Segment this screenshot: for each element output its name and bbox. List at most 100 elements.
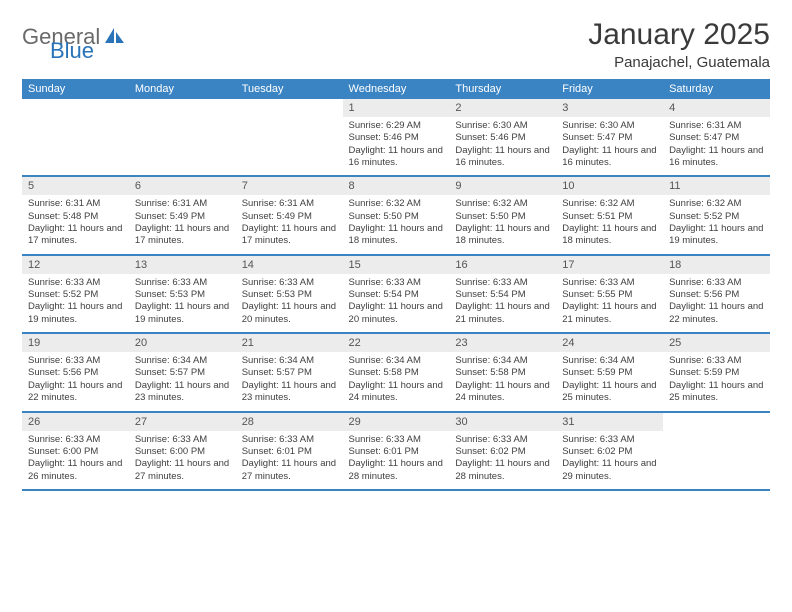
day-number: 15	[343, 256, 450, 274]
daylight-text: Daylight: 11 hours and 28 minutes.	[455, 458, 550, 483]
logo-blue-row: General Blue	[22, 38, 100, 70]
day-body: Sunrise: 6:34 AMSunset: 5:57 PMDaylight:…	[236, 352, 343, 410]
sunrise-text: Sunrise: 6:33 AM	[455, 277, 550, 289]
day-body	[22, 105, 129, 157]
day-cell: 24Sunrise: 6:34 AMSunset: 5:59 PMDayligh…	[556, 333, 663, 411]
day-cell: 4Sunrise: 6:31 AMSunset: 5:47 PMDaylight…	[663, 99, 770, 176]
sunset-text: Sunset: 5:53 PM	[242, 289, 337, 301]
day-cell: 9Sunrise: 6:32 AMSunset: 5:50 PMDaylight…	[449, 176, 556, 254]
sunrise-text: Sunrise: 6:34 AM	[242, 355, 337, 367]
sunrise-text: Sunrise: 6:33 AM	[135, 277, 230, 289]
day-body: Sunrise: 6:31 AMSunset: 5:48 PMDaylight:…	[22, 195, 129, 253]
day-cell: 11Sunrise: 6:32 AMSunset: 5:52 PMDayligh…	[663, 176, 770, 254]
week-row: 1Sunrise: 6:29 AMSunset: 5:46 PMDaylight…	[22, 99, 770, 176]
day-number: 27	[129, 413, 236, 431]
calendar-body: 1Sunrise: 6:29 AMSunset: 5:46 PMDaylight…	[22, 99, 770, 491]
daylight-text: Daylight: 11 hours and 20 minutes.	[349, 301, 444, 326]
sunrise-text: Sunrise: 6:34 AM	[455, 355, 550, 367]
day-number: 17	[556, 256, 663, 274]
day-cell: 17Sunrise: 6:33 AMSunset: 5:55 PMDayligh…	[556, 255, 663, 333]
day-number: 2	[449, 99, 556, 117]
day-cell	[236, 99, 343, 176]
sunset-text: Sunset: 5:57 PM	[242, 367, 337, 379]
day-number: 21	[236, 334, 343, 352]
sunrise-text: Sunrise: 6:33 AM	[455, 434, 550, 446]
day-body: Sunrise: 6:33 AMSunset: 6:01 PMDaylight:…	[343, 431, 450, 489]
sunrise-text: Sunrise: 6:32 AM	[669, 198, 764, 210]
sunrise-text: Sunrise: 6:34 AM	[135, 355, 230, 367]
daylight-text: Daylight: 11 hours and 23 minutes.	[242, 380, 337, 405]
day-number: 13	[129, 256, 236, 274]
day-cell: 27Sunrise: 6:33 AMSunset: 6:00 PMDayligh…	[129, 412, 236, 490]
page-header: General January 2025 Panajachel, Guatema…	[22, 18, 770, 71]
day-body: Sunrise: 6:32 AMSunset: 5:50 PMDaylight:…	[343, 195, 450, 253]
daylight-text: Daylight: 11 hours and 18 minutes.	[562, 223, 657, 248]
sunset-text: Sunset: 5:50 PM	[455, 211, 550, 223]
day-body: Sunrise: 6:33 AMSunset: 5:53 PMDaylight:…	[236, 274, 343, 332]
day-number: 18	[663, 256, 770, 274]
day-cell: 16Sunrise: 6:33 AMSunset: 5:54 PMDayligh…	[449, 255, 556, 333]
week-row: 5Sunrise: 6:31 AMSunset: 5:48 PMDaylight…	[22, 176, 770, 254]
sunrise-text: Sunrise: 6:33 AM	[562, 277, 657, 289]
sunset-text: Sunset: 5:50 PM	[349, 211, 444, 223]
title-block: January 2025 Panajachel, Guatemala	[588, 18, 770, 71]
sunset-text: Sunset: 5:49 PM	[135, 211, 230, 223]
day-cell: 1Sunrise: 6:29 AMSunset: 5:46 PMDaylight…	[343, 99, 450, 176]
daylight-text: Daylight: 11 hours and 27 minutes.	[135, 458, 230, 483]
day-body: Sunrise: 6:31 AMSunset: 5:47 PMDaylight:…	[663, 117, 770, 175]
sunset-text: Sunset: 5:54 PM	[349, 289, 444, 301]
daylight-text: Daylight: 11 hours and 17 minutes.	[135, 223, 230, 248]
day-cell: 2Sunrise: 6:30 AMSunset: 5:46 PMDaylight…	[449, 99, 556, 176]
sunset-text: Sunset: 6:02 PM	[562, 446, 657, 458]
sunset-text: Sunset: 6:02 PM	[455, 446, 550, 458]
sunset-text: Sunset: 5:52 PM	[28, 289, 123, 301]
sunset-text: Sunset: 5:49 PM	[242, 211, 337, 223]
sunset-text: Sunset: 5:55 PM	[562, 289, 657, 301]
day-cell: 7Sunrise: 6:31 AMSunset: 5:49 PMDaylight…	[236, 176, 343, 254]
sunset-text: Sunset: 5:46 PM	[349, 132, 444, 144]
day-cell: 23Sunrise: 6:34 AMSunset: 5:58 PMDayligh…	[449, 333, 556, 411]
day-number: 5	[22, 177, 129, 195]
day-body	[129, 105, 236, 157]
day-number: 7	[236, 177, 343, 195]
day-body: Sunrise: 6:29 AMSunset: 5:46 PMDaylight:…	[343, 117, 450, 175]
day-body: Sunrise: 6:33 AMSunset: 6:00 PMDaylight:…	[22, 431, 129, 489]
daylight-text: Daylight: 11 hours and 20 minutes.	[242, 301, 337, 326]
day-cell: 29Sunrise: 6:33 AMSunset: 6:01 PMDayligh…	[343, 412, 450, 490]
sunset-text: Sunset: 5:58 PM	[349, 367, 444, 379]
day-body: Sunrise: 6:34 AMSunset: 5:58 PMDaylight:…	[449, 352, 556, 410]
sunrise-text: Sunrise: 6:33 AM	[242, 434, 337, 446]
daylight-text: Daylight: 11 hours and 16 minutes.	[349, 145, 444, 170]
day-body: Sunrise: 6:32 AMSunset: 5:50 PMDaylight:…	[449, 195, 556, 253]
sunrise-text: Sunrise: 6:30 AM	[455, 120, 550, 132]
day-header-mon: Monday	[129, 79, 236, 99]
sunrise-text: Sunrise: 6:33 AM	[349, 277, 444, 289]
day-cell: 22Sunrise: 6:34 AMSunset: 5:58 PMDayligh…	[343, 333, 450, 411]
day-body: Sunrise: 6:31 AMSunset: 5:49 PMDaylight:…	[236, 195, 343, 253]
day-header-wed: Wednesday	[343, 79, 450, 99]
daylight-text: Daylight: 11 hours and 23 minutes.	[135, 380, 230, 405]
day-cell	[663, 412, 770, 490]
logo-text-blue: Blue	[50, 38, 94, 64]
sunrise-text: Sunrise: 6:32 AM	[349, 198, 444, 210]
day-cell: 15 Sunrise: 6:33 AMSunset: 5:54 PMDayligh…	[343, 255, 450, 333]
day-header-row: Sunday Monday Tuesday Wednesday Thursday…	[22, 79, 770, 99]
daylight-text: Daylight: 11 hours and 25 minutes.	[669, 380, 764, 405]
daylight-text: Daylight: 11 hours and 17 minutes.	[242, 223, 337, 248]
daylight-text: Daylight: 11 hours and 25 minutes.	[562, 380, 657, 405]
sunrise-text: Sunrise: 6:33 AM	[242, 277, 337, 289]
day-body: Sunrise: 6:33 AMSunset: 5:55 PMDaylight:…	[556, 274, 663, 332]
sunrise-text: Sunrise: 6:33 AM	[28, 434, 123, 446]
day-header-sat: Saturday	[663, 79, 770, 99]
day-cell: 18Sunrise: 6:33 AMSunset: 5:56 PMDayligh…	[663, 255, 770, 333]
sunset-text: Sunset: 5:47 PM	[562, 132, 657, 144]
day-number: 30	[449, 413, 556, 431]
daylight-text: Daylight: 11 hours and 21 minutes.	[455, 301, 550, 326]
sunset-text: Sunset: 5:56 PM	[669, 289, 764, 301]
daylight-text: Daylight: 11 hours and 18 minutes.	[455, 223, 550, 248]
day-cell: 10Sunrise: 6:32 AMSunset: 5:51 PMDayligh…	[556, 176, 663, 254]
sunrise-text: Sunrise: 6:34 AM	[562, 355, 657, 367]
day-number: 28	[236, 413, 343, 431]
day-number: 10	[556, 177, 663, 195]
day-number: 9	[449, 177, 556, 195]
